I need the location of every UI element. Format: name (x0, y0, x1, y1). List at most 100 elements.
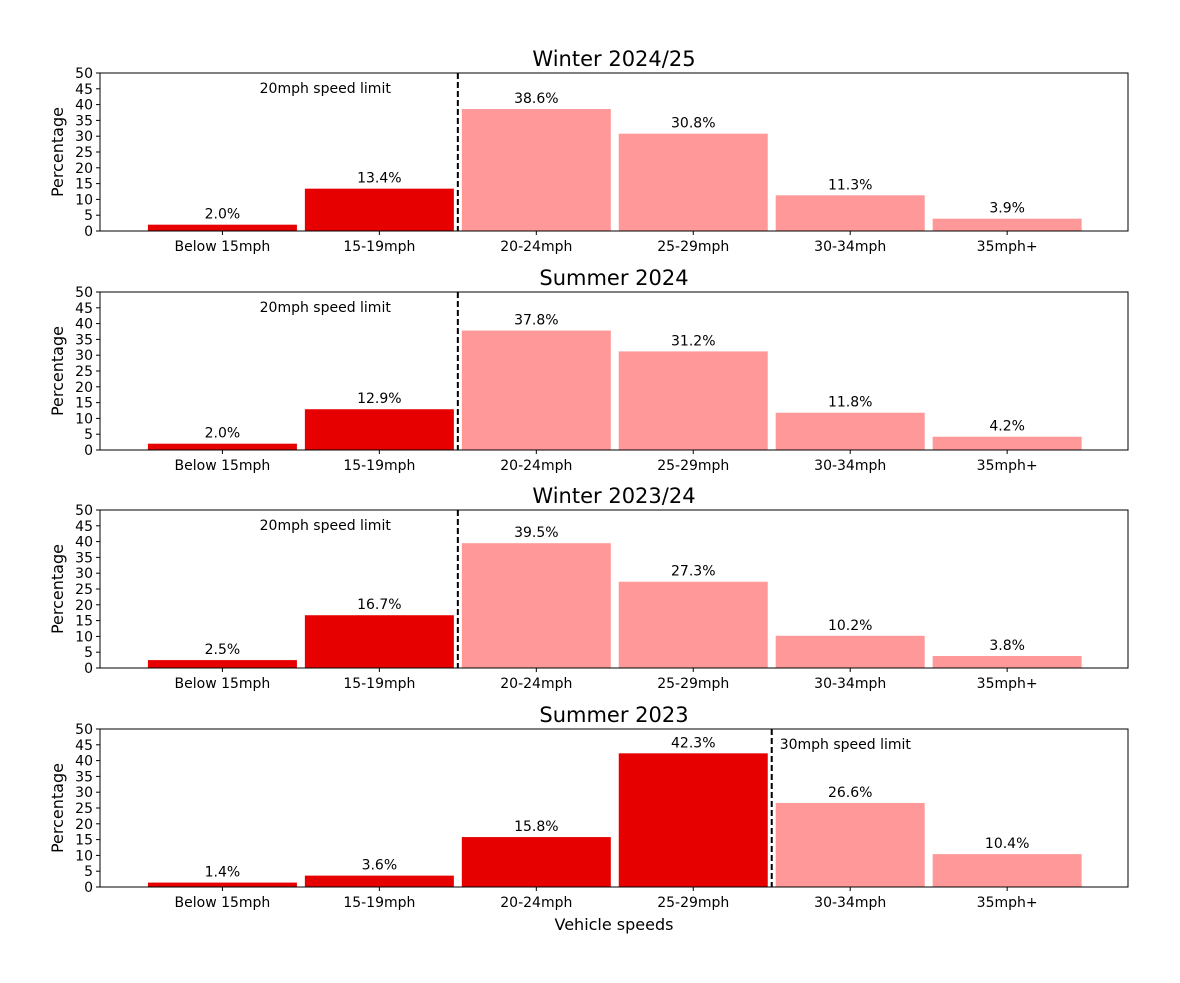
plot-frame (99, 509, 1129, 669)
bar-value-label: 15.8% (514, 819, 558, 835)
y-axis-label: Percentage (48, 763, 67, 853)
x-tick-label: Below 15mph (175, 676, 271, 692)
y-tick-label: 30 (75, 129, 93, 145)
bar-value-label: 3.6% (362, 858, 398, 874)
bar (304, 875, 454, 887)
y-tick-label: 20 (75, 598, 93, 614)
x-tick-label: 30-34mph (814, 895, 886, 911)
bar-value-label: 16.7% (357, 597, 401, 613)
bar-value-label: 30.8% (671, 116, 715, 132)
y-tick-label: 10 (75, 848, 93, 864)
speed-limit-label: 20mph speed limit (260, 81, 392, 97)
y-tick-label: 0 (84, 443, 93, 459)
x-tick-label: 25-29mph (657, 895, 729, 911)
y-tick-label: 30 (75, 566, 93, 582)
x-tick-label: 20-24mph (500, 458, 572, 474)
y-tick-label: 5 (84, 645, 93, 661)
bar (932, 854, 1082, 887)
x-tick-label: Below 15mph (175, 458, 271, 474)
bar (461, 109, 611, 231)
y-tick-label: 20 (75, 380, 93, 396)
y-tick-label: 30 (75, 785, 93, 801)
y-tick-label: 10 (75, 192, 93, 208)
plot-frame (99, 72, 1129, 232)
chart-panel: Summer 2024 2.0% Below 15mph 12.9% 15-19mph 3… (48, 266, 1129, 474)
x-tick-label: 20-24mph (500, 239, 572, 255)
y-tick-label: 40 (75, 98, 93, 114)
x-tick-label: 30-34mph (814, 458, 886, 474)
y-tick-label: 15 (75, 177, 93, 193)
y-tick-label: 45 (75, 738, 93, 754)
bar (461, 543, 611, 668)
y-tick-label: 45 (75, 301, 93, 317)
x-tick-label: 35mph+ (977, 458, 1038, 474)
x-tick-label: 15-19mph (343, 895, 415, 911)
bar (775, 802, 925, 887)
y-tick-label: 50 (75, 503, 93, 519)
x-tick-label: 35mph+ (977, 895, 1038, 911)
y-tick-label: 5 (84, 208, 93, 224)
bar (304, 188, 454, 231)
chart-title: Summer 2024 (539, 266, 688, 290)
bar-value-label: 13.4% (357, 171, 401, 187)
x-tick-label: 15-19mph (343, 676, 415, 692)
x-tick-label: 30-34mph (814, 239, 886, 255)
bar (304, 409, 454, 450)
x-tick-label: 25-29mph (657, 458, 729, 474)
speed-limit-label: 30mph speed limit (780, 737, 912, 753)
y-tick-label: 50 (75, 66, 93, 82)
bar-value-label: 37.8% (514, 313, 558, 329)
bar-value-label: 4.2% (989, 419, 1025, 435)
bar (304, 615, 454, 668)
bar-value-label: 10.4% (985, 836, 1029, 852)
y-tick-label: 25 (75, 582, 93, 598)
y-tick-label: 30 (75, 348, 93, 364)
x-tick-label: 15-19mph (343, 239, 415, 255)
y-tick-label: 15 (75, 396, 93, 412)
y-tick-label: 5 (84, 427, 93, 443)
y-tick-label: 15 (75, 833, 93, 849)
x-tick-label: 20-24mph (500, 895, 572, 911)
y-tick-label: 0 (84, 224, 93, 240)
bar (932, 218, 1082, 231)
bar-value-label: 3.9% (989, 201, 1025, 217)
x-tick-label: 25-29mph (657, 676, 729, 692)
bar (618, 351, 768, 450)
y-axis-label: Percentage (48, 107, 67, 197)
bar (147, 443, 297, 450)
bar-value-label: 10.2% (828, 618, 872, 634)
y-tick-label: 50 (75, 285, 93, 301)
y-tick-label: 40 (75, 535, 93, 551)
bar (147, 882, 297, 887)
y-tick-label: 35 (75, 332, 93, 348)
bar (932, 436, 1082, 450)
y-tick-label: 40 (75, 317, 93, 333)
x-tick-label: 30-34mph (814, 676, 886, 692)
y-tick-label: 45 (75, 82, 93, 98)
bar (775, 412, 925, 450)
bar-value-label: 39.5% (514, 525, 558, 541)
plot-frame (99, 728, 1129, 888)
x-tick-label: 15-19mph (343, 458, 415, 474)
bar (461, 330, 611, 450)
x-tick-label: Below 15mph (175, 895, 271, 911)
bar (147, 224, 297, 231)
chart-title: Winter 2024/25 (532, 47, 695, 71)
bar-value-label: 31.2% (671, 333, 715, 349)
y-tick-label: 35 (75, 550, 93, 566)
y-tick-label: 0 (84, 661, 93, 677)
speed-limit-label: 20mph speed limit (260, 300, 392, 316)
chart-title: Summer 2023 (539, 703, 688, 727)
y-tick-label: 45 (75, 519, 93, 535)
x-tick-label: 20-24mph (500, 676, 572, 692)
y-tick-label: 0 (84, 880, 93, 896)
bar (618, 133, 768, 231)
bar-value-label: 2.0% (205, 207, 241, 223)
y-tick-label: 25 (75, 145, 93, 161)
x-tick-label: 35mph+ (977, 676, 1038, 692)
bar-value-label: 38.6% (514, 91, 558, 107)
bar-value-label: 27.3% (671, 564, 715, 580)
x-tick-label: 35mph+ (977, 239, 1038, 255)
y-tick-label: 20 (75, 817, 93, 833)
